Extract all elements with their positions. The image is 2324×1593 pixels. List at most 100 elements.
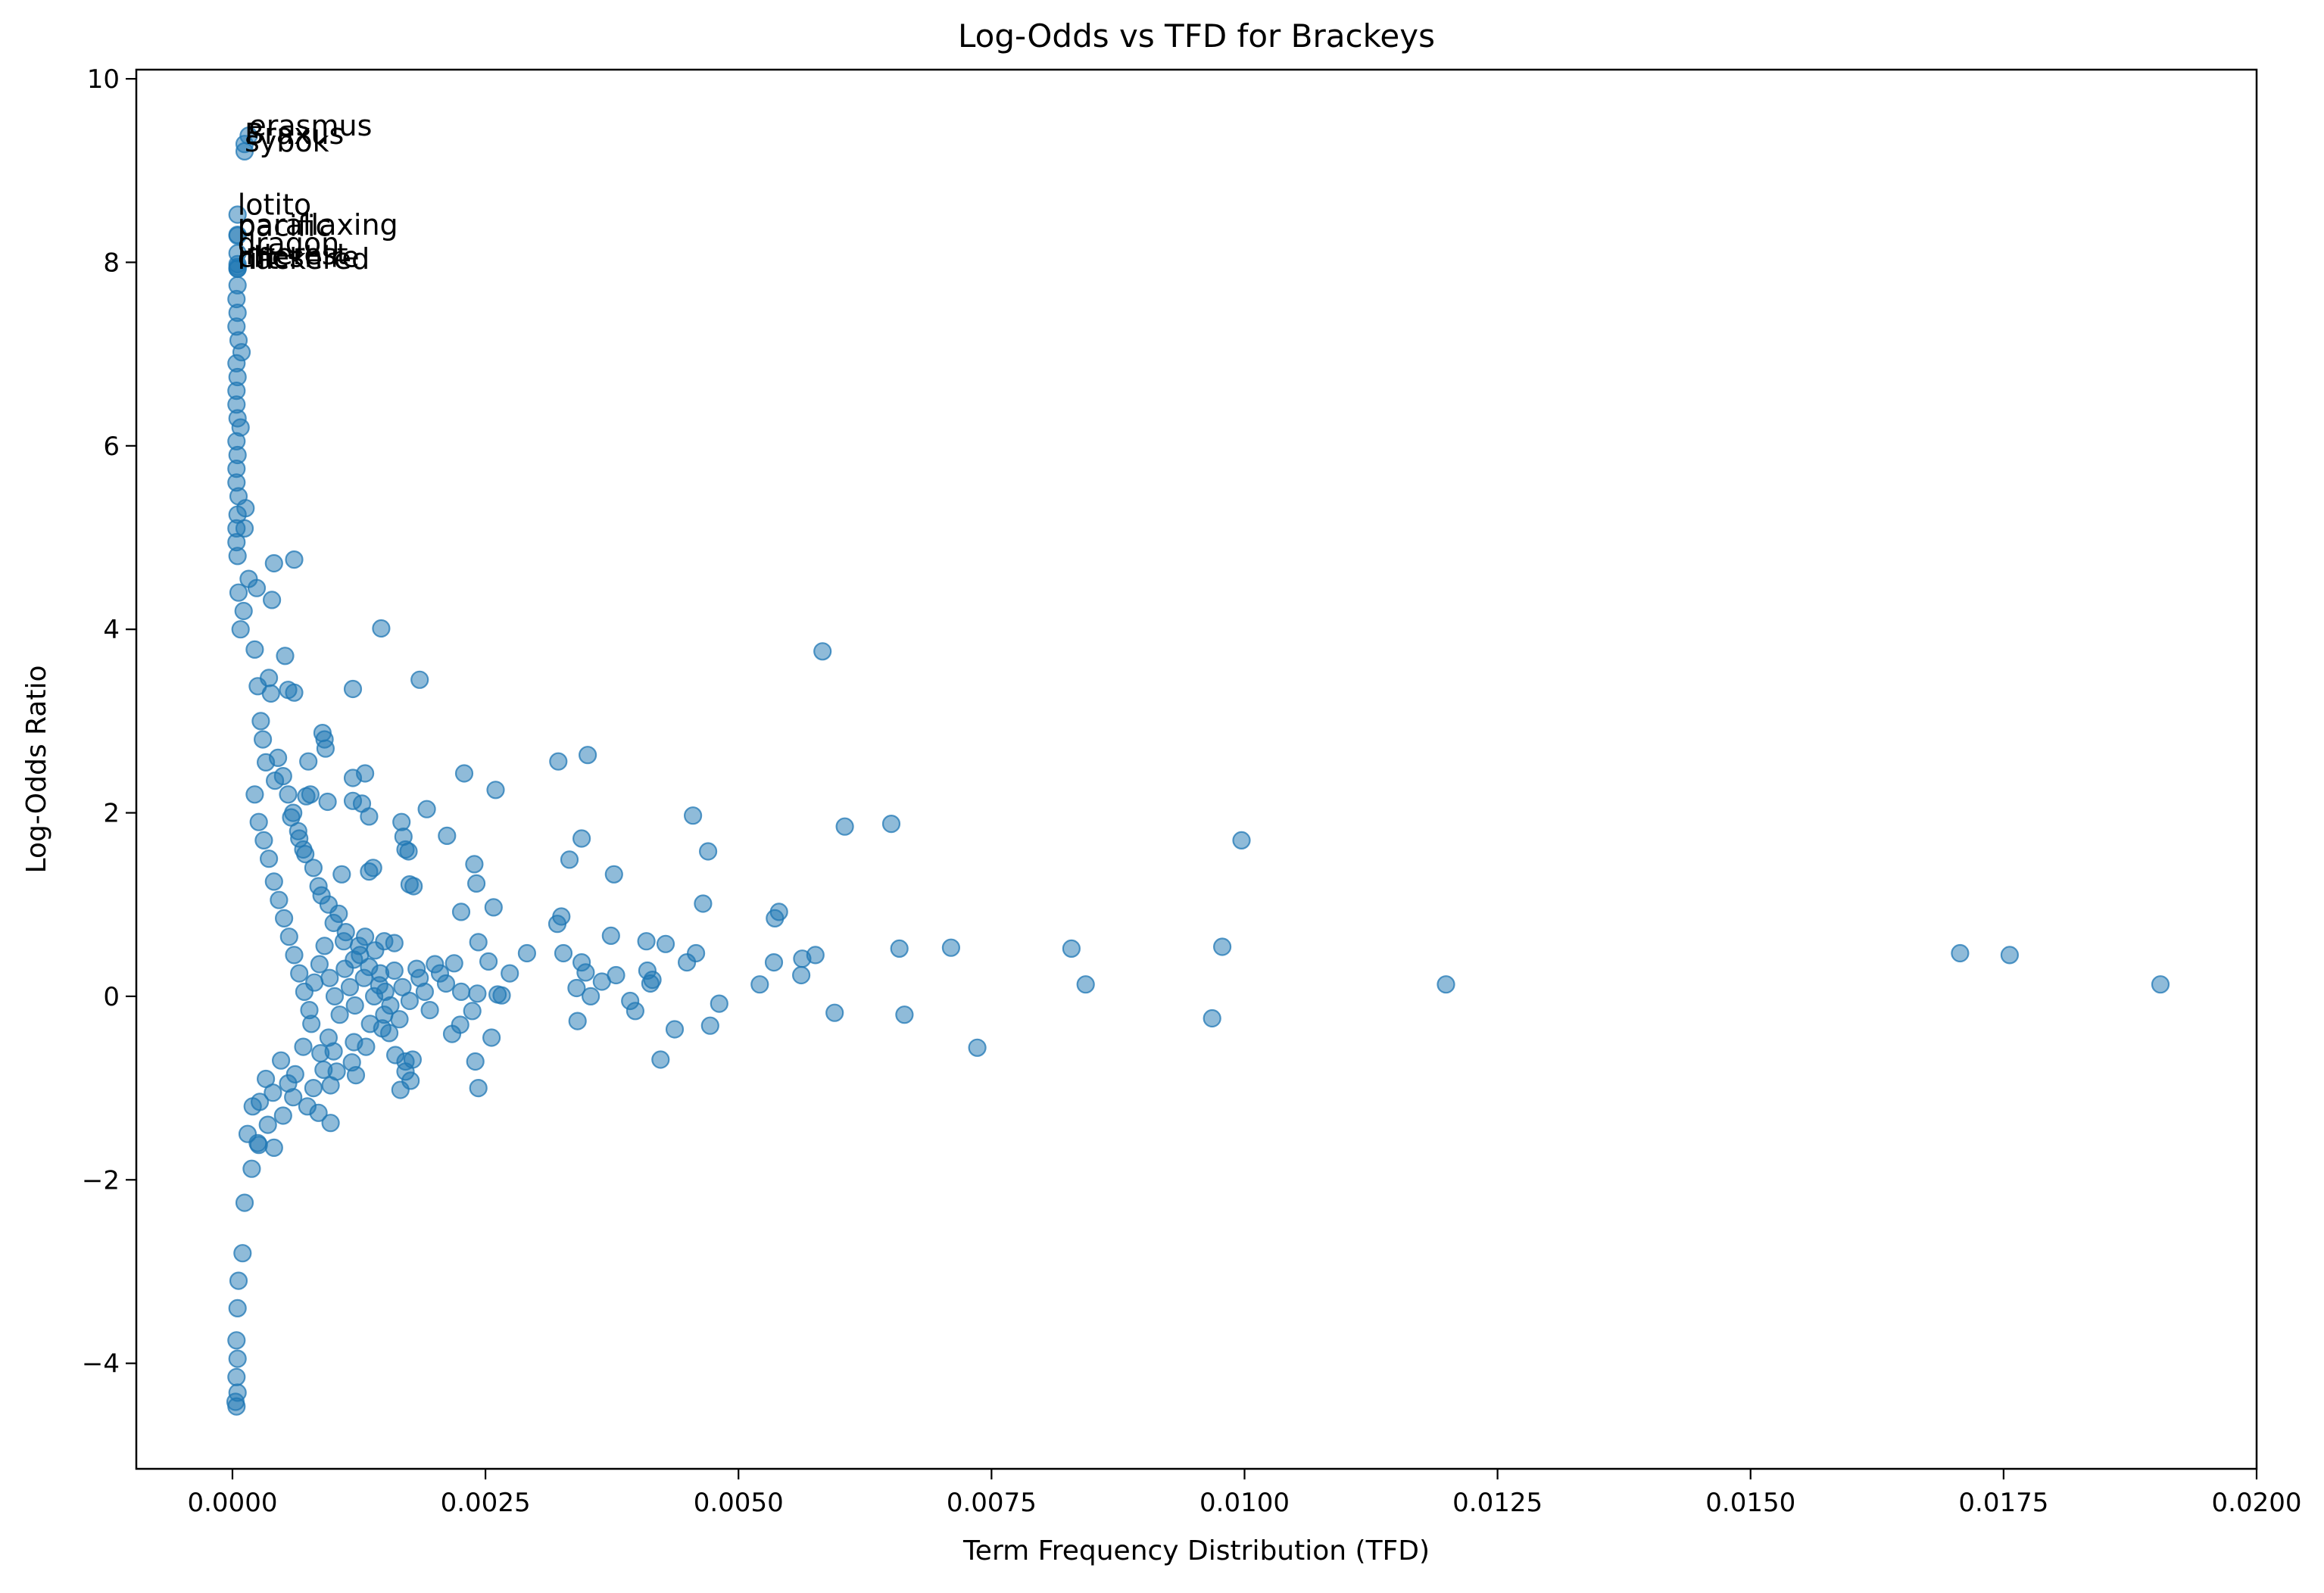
y-tick-label: 10 [87,64,120,95]
point-annotation: cheshire [238,241,360,274]
data-point [1212,937,1232,956]
data-point [581,987,600,1006]
data-point [279,785,298,804]
points-layer [226,126,2170,1416]
data-point [463,1002,482,1021]
data-point [417,800,436,818]
chart-title: Log-Odds vs TFD for Brackeys [958,17,1435,55]
point-annotation: dragon [238,226,339,260]
data-point [825,1003,844,1022]
data-point [266,771,285,790]
data-point [665,1020,685,1039]
data-point [270,890,289,909]
data-point [229,1271,248,1290]
data-point [793,949,812,968]
data-point [656,934,675,953]
data-point [235,1193,254,1212]
data-point [572,829,591,848]
data-point [305,973,324,992]
data-point [228,205,247,224]
data-point [300,1000,319,1020]
y-tick-label: −2 [82,1165,120,1196]
data-point [686,943,706,963]
data-point [238,1124,257,1143]
y-tick-label: 0 [103,982,120,1012]
data-point [298,1097,317,1116]
data-point [282,808,301,827]
data-point [336,922,355,942]
data-point [297,787,316,806]
data-point [254,831,273,850]
point-annotation: pacific [238,209,332,242]
data-point [683,806,703,825]
data-point [294,1037,313,1056]
data-point [299,752,318,771]
data-point [641,974,660,993]
data-point [547,915,567,934]
data-point [769,902,788,921]
x-tick-label: 0.0125 [1452,1488,1543,1518]
data-point [228,226,247,245]
data-point [492,986,511,1005]
data-point [257,1069,276,1089]
data-point [285,683,304,702]
data-point [245,785,264,804]
data-point [228,1298,247,1318]
data-point [1951,943,1970,963]
point-annotation: rift [238,242,279,276]
data-point [968,1038,987,1057]
x-tick-label: 0.0000 [187,1488,277,1518]
data-point [229,583,248,602]
point-annotation: interest [238,238,348,271]
data-point [254,730,273,749]
y-axis-label: Log-Odds Ratio [21,666,52,874]
data-point [391,1080,410,1099]
data-point [410,968,429,987]
point-annotation: erasmus [248,109,372,142]
data-point [1203,1008,1221,1028]
data-point [304,1078,323,1098]
data-point [604,865,623,884]
data-point [465,855,484,874]
data-point [881,814,901,834]
y-tick-label: 4 [103,615,120,645]
plot-area-frame [135,68,2258,1470]
data-point [390,1010,409,1029]
y-axis: −4 −2 0 2 4 6 8 10 [82,64,136,1379]
data-point [235,519,254,538]
data-point [226,1392,245,1411]
data-point [263,591,282,609]
data-point [445,954,463,973]
data-point [469,1078,488,1098]
data-point [366,941,385,960]
data-point [466,1052,485,1071]
data-point [750,975,769,994]
data-point [372,619,391,638]
data-point [242,1159,261,1178]
data-point [592,972,611,991]
x-axis: 0.0000 0.0025 0.0050 0.0075 0.0100 0.0125 0.01… [187,1469,2301,1518]
data-point [342,1053,361,1072]
data-point [764,952,784,972]
data-point [430,964,450,983]
data-point [710,994,728,1013]
data-point [290,829,309,848]
data-point [227,1367,246,1386]
data-point [694,894,713,913]
data-point [260,669,279,687]
x-axis-label: Term Frequency Distribution (TFD) [962,1535,1430,1567]
data-point [410,670,429,689]
data-point [576,963,595,982]
data-point [568,1012,587,1030]
x-tick-label: 0.0075 [947,1488,1037,1518]
data-point [517,943,537,963]
data-point [651,1050,670,1069]
data-point [247,578,267,597]
data-point [360,807,379,826]
data-point [228,547,247,566]
data-point [258,1115,277,1134]
data-point [276,647,295,666]
data-point [567,978,586,998]
